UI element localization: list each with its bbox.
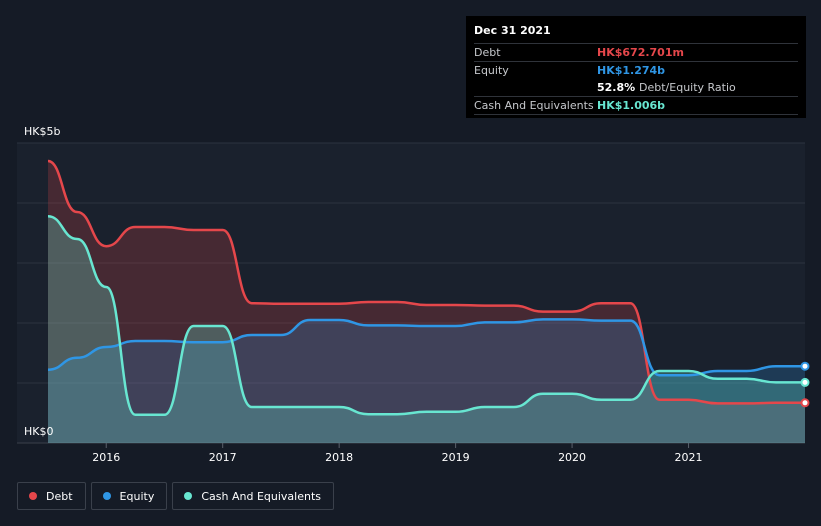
y-axis-bottom-label: HK$0 xyxy=(24,425,53,438)
cash-and-equivalents-end-marker xyxy=(800,377,810,387)
tooltip-row-ratio: 52.8% Debt/Equity Ratio xyxy=(474,79,798,96)
cash-dot-icon xyxy=(184,492,193,500)
tooltip-debt-value: HK$672.701m xyxy=(597,46,684,59)
cash-and-equivalents-line xyxy=(47,214,805,417)
y-axis-top-label: HK$5b xyxy=(24,125,60,138)
x-tick-label: 2016 xyxy=(92,451,120,464)
tooltip-equity-label: Equity xyxy=(474,64,509,77)
tooltip-ratio-text: Debt/Equity Ratio xyxy=(639,81,736,94)
tooltip-cash-value: HK$1.006b xyxy=(597,99,666,112)
equity-end-marker xyxy=(800,361,810,371)
equity-line xyxy=(47,318,805,377)
tooltip-ratio-label xyxy=(474,79,597,96)
x-tick-label: 2020 xyxy=(558,451,586,464)
tooltip-debt-label: Debt xyxy=(474,46,501,59)
legend-item-debt[interactable]: Debt xyxy=(17,482,86,510)
tooltip-row-debt: Debt HK$672.701m xyxy=(474,43,798,61)
data-tooltip: Dec 31 2021 Debt HK$672.701m Equity HK$1… xyxy=(466,16,806,118)
tooltip-row-cash: Cash And Equivalents HK$1.006b xyxy=(474,96,798,115)
x-tick-label: 2017 xyxy=(209,451,237,464)
tooltip-row-equity: Equity HK$1.274b xyxy=(474,61,798,79)
chart-legend: Debt Equity Cash And Equivalents xyxy=(17,482,334,510)
cash-and-equivalents-area xyxy=(48,216,805,443)
legend-item-cash[interactable]: Cash And Equivalents xyxy=(172,482,334,510)
plot-background xyxy=(17,143,805,443)
tooltip-ratio-value: 52.8% Debt/Equity Ratio xyxy=(597,79,736,96)
debt-dot-icon xyxy=(29,492,37,500)
x-tick-label: 2019 xyxy=(442,451,470,464)
tooltip-equity-value: HK$1.274b xyxy=(597,64,666,77)
series-lines xyxy=(47,159,805,417)
debt-end-marker xyxy=(800,398,810,408)
legend-cash-label: Cash And Equivalents xyxy=(201,489,321,503)
tooltip-ratio-number: 52.8% xyxy=(597,81,636,94)
tooltip-date: Dec 31 2021 xyxy=(474,24,551,37)
legend-debt-label: Debt xyxy=(46,489,73,503)
tooltip-cash-label: Cash And Equivalents xyxy=(474,99,594,112)
legend-equity-label: Equity xyxy=(119,489,155,503)
grid-lines xyxy=(17,142,805,444)
series-end-markers xyxy=(800,361,810,408)
x-axis-ticks: 2016 2017 2018 2019 2020 2021 xyxy=(92,443,703,464)
equity-area xyxy=(48,319,805,443)
x-tick-label: 2021 xyxy=(675,451,703,464)
x-tick-label: 2018 xyxy=(325,451,353,464)
debt-line xyxy=(47,159,805,405)
legend-item-equity[interactable]: Equity xyxy=(90,482,168,510)
equity-dot-icon xyxy=(102,492,111,500)
